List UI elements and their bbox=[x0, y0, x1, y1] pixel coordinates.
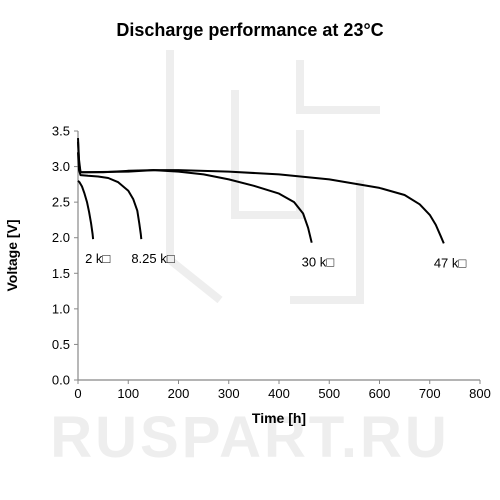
y-tick-label: 3.0 bbox=[52, 159, 70, 174]
y-tick-label: 3.5 bbox=[52, 124, 70, 139]
series-label-4: 47 k□ bbox=[434, 255, 467, 270]
x-axis-title: Time [h] bbox=[252, 410, 306, 426]
watermark-text: RUSPART.RU bbox=[50, 405, 450, 470]
x-tick-label: 600 bbox=[369, 386, 391, 401]
chart-ticks: 0 100 200 300 400 500 600 700 800 0.0 0.5 1.0 1.5 2.0… bbox=[52, 124, 491, 402]
y-tick-label: 2.0 bbox=[52, 230, 70, 245]
x-tick-label: 800 bbox=[469, 386, 491, 401]
x-tick-label: 500 bbox=[318, 386, 340, 401]
series-label-1: 2 k□ bbox=[85, 251, 110, 266]
series-label-3: 30 k□ bbox=[302, 255, 335, 270]
series-line-4 bbox=[77, 138, 445, 244]
y-tick-label: 0.5 bbox=[52, 337, 70, 352]
x-tick-label: 200 bbox=[168, 386, 190, 401]
x-tick-label: 0 bbox=[74, 386, 81, 401]
y-tick-label: 2.5 bbox=[52, 195, 70, 210]
y-tick-label: 0.0 bbox=[52, 373, 70, 388]
x-tick-label: 400 bbox=[268, 386, 290, 401]
x-tick-label: 300 bbox=[218, 386, 240, 401]
x-tick-label: 100 bbox=[117, 386, 139, 401]
y-tick-label: 1.5 bbox=[52, 266, 70, 281]
chart-series: 2 k□ 8.25 k□ 30 k□ 47 k□ bbox=[77, 138, 467, 270]
series-line-1 bbox=[77, 180, 95, 240]
x-tick-label: 700 bbox=[419, 386, 441, 401]
chart-title: Discharge performance at 23°C bbox=[116, 20, 384, 40]
series-line-3 bbox=[77, 141, 313, 243]
y-tick-label: 1.0 bbox=[52, 301, 70, 316]
series-line-2 bbox=[77, 152, 143, 240]
series-label-2: 8.25 k□ bbox=[131, 251, 174, 266]
y-axis-title: Voltage [V] bbox=[4, 219, 20, 291]
